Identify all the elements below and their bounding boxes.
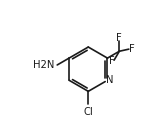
Text: F: F xyxy=(116,33,122,43)
Text: N: N xyxy=(106,75,113,85)
Text: F: F xyxy=(129,44,134,54)
Text: H2N: H2N xyxy=(33,60,54,70)
Text: Cl: Cl xyxy=(83,107,93,117)
Text: F: F xyxy=(109,56,114,66)
